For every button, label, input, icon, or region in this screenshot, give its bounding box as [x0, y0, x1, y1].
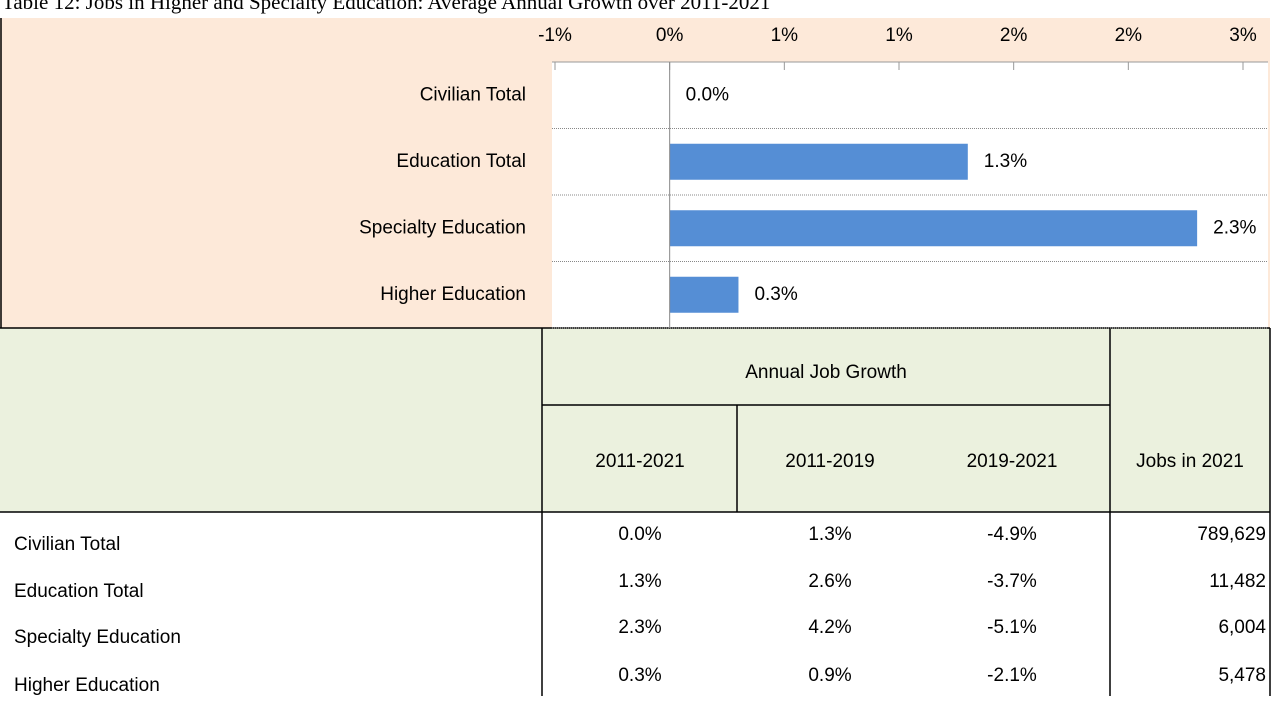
column-header: 2011-2019 [785, 451, 874, 472]
value-label: 0.3% [754, 284, 797, 305]
table-cell: 789,629 [1197, 524, 1266, 545]
row-label: Specialty Education [14, 627, 181, 648]
category-label: Specialty Education [359, 217, 526, 238]
value-label: 1.3% [984, 151, 1027, 172]
category-label: Higher Education [380, 284, 526, 305]
table-cell: 1.3% [618, 571, 661, 592]
table-cell: 6,004 [1218, 617, 1266, 638]
table-cell: 11,482 [1209, 571, 1266, 592]
x-tick-label: 0% [656, 25, 684, 46]
row-label: Education Total [14, 581, 144, 602]
table-cell: -5.1% [987, 617, 1037, 638]
x-tick-label: 2% [1000, 25, 1028, 46]
column-header: Jobs in 2021 [1136, 451, 1244, 472]
table-cell: -4.9% [987, 524, 1037, 545]
table-header-background [0, 328, 1270, 512]
bar [669, 210, 1198, 247]
category-label: Education Total [396, 151, 526, 172]
value-label: 0.0% [686, 84, 729, 105]
bar [669, 276, 739, 313]
title: Table 12: Jobs in Higher and Specialty E… [2, 0, 770, 14]
x-tick-label: 1% [771, 25, 799, 46]
row-label: Civilian Total [14, 534, 120, 555]
table-cell: 0.0% [618, 524, 661, 545]
table-cell: 2.6% [808, 571, 851, 592]
table-cell: 5,478 [1218, 665, 1266, 686]
row-label: Higher Education [14, 675, 160, 696]
bar [669, 143, 968, 180]
table-cell: 4.2% [808, 617, 851, 638]
table-cell: -3.7% [987, 571, 1037, 592]
table-lines [0, 327, 1271, 696]
x-tick-label: -1% [538, 25, 572, 46]
table-cell: 0.3% [618, 665, 661, 686]
group-header: Annual Job Growth [745, 362, 907, 383]
category-label: Civilian Total [420, 84, 526, 105]
table-cell: 1.3% [808, 524, 851, 545]
x-tick-label: 2% [1115, 25, 1143, 46]
x-tick-label: 3% [1229, 25, 1257, 46]
table-cell: 2.3% [618, 617, 661, 638]
table-cell: 0.9% [808, 665, 851, 686]
table-cell: -2.1% [987, 665, 1037, 686]
x-tick-label: 1% [885, 25, 913, 46]
value-label: 2.3% [1213, 217, 1256, 238]
column-header: 2019-2021 [967, 451, 1058, 472]
column-header: 2011-2021 [595, 451, 684, 472]
